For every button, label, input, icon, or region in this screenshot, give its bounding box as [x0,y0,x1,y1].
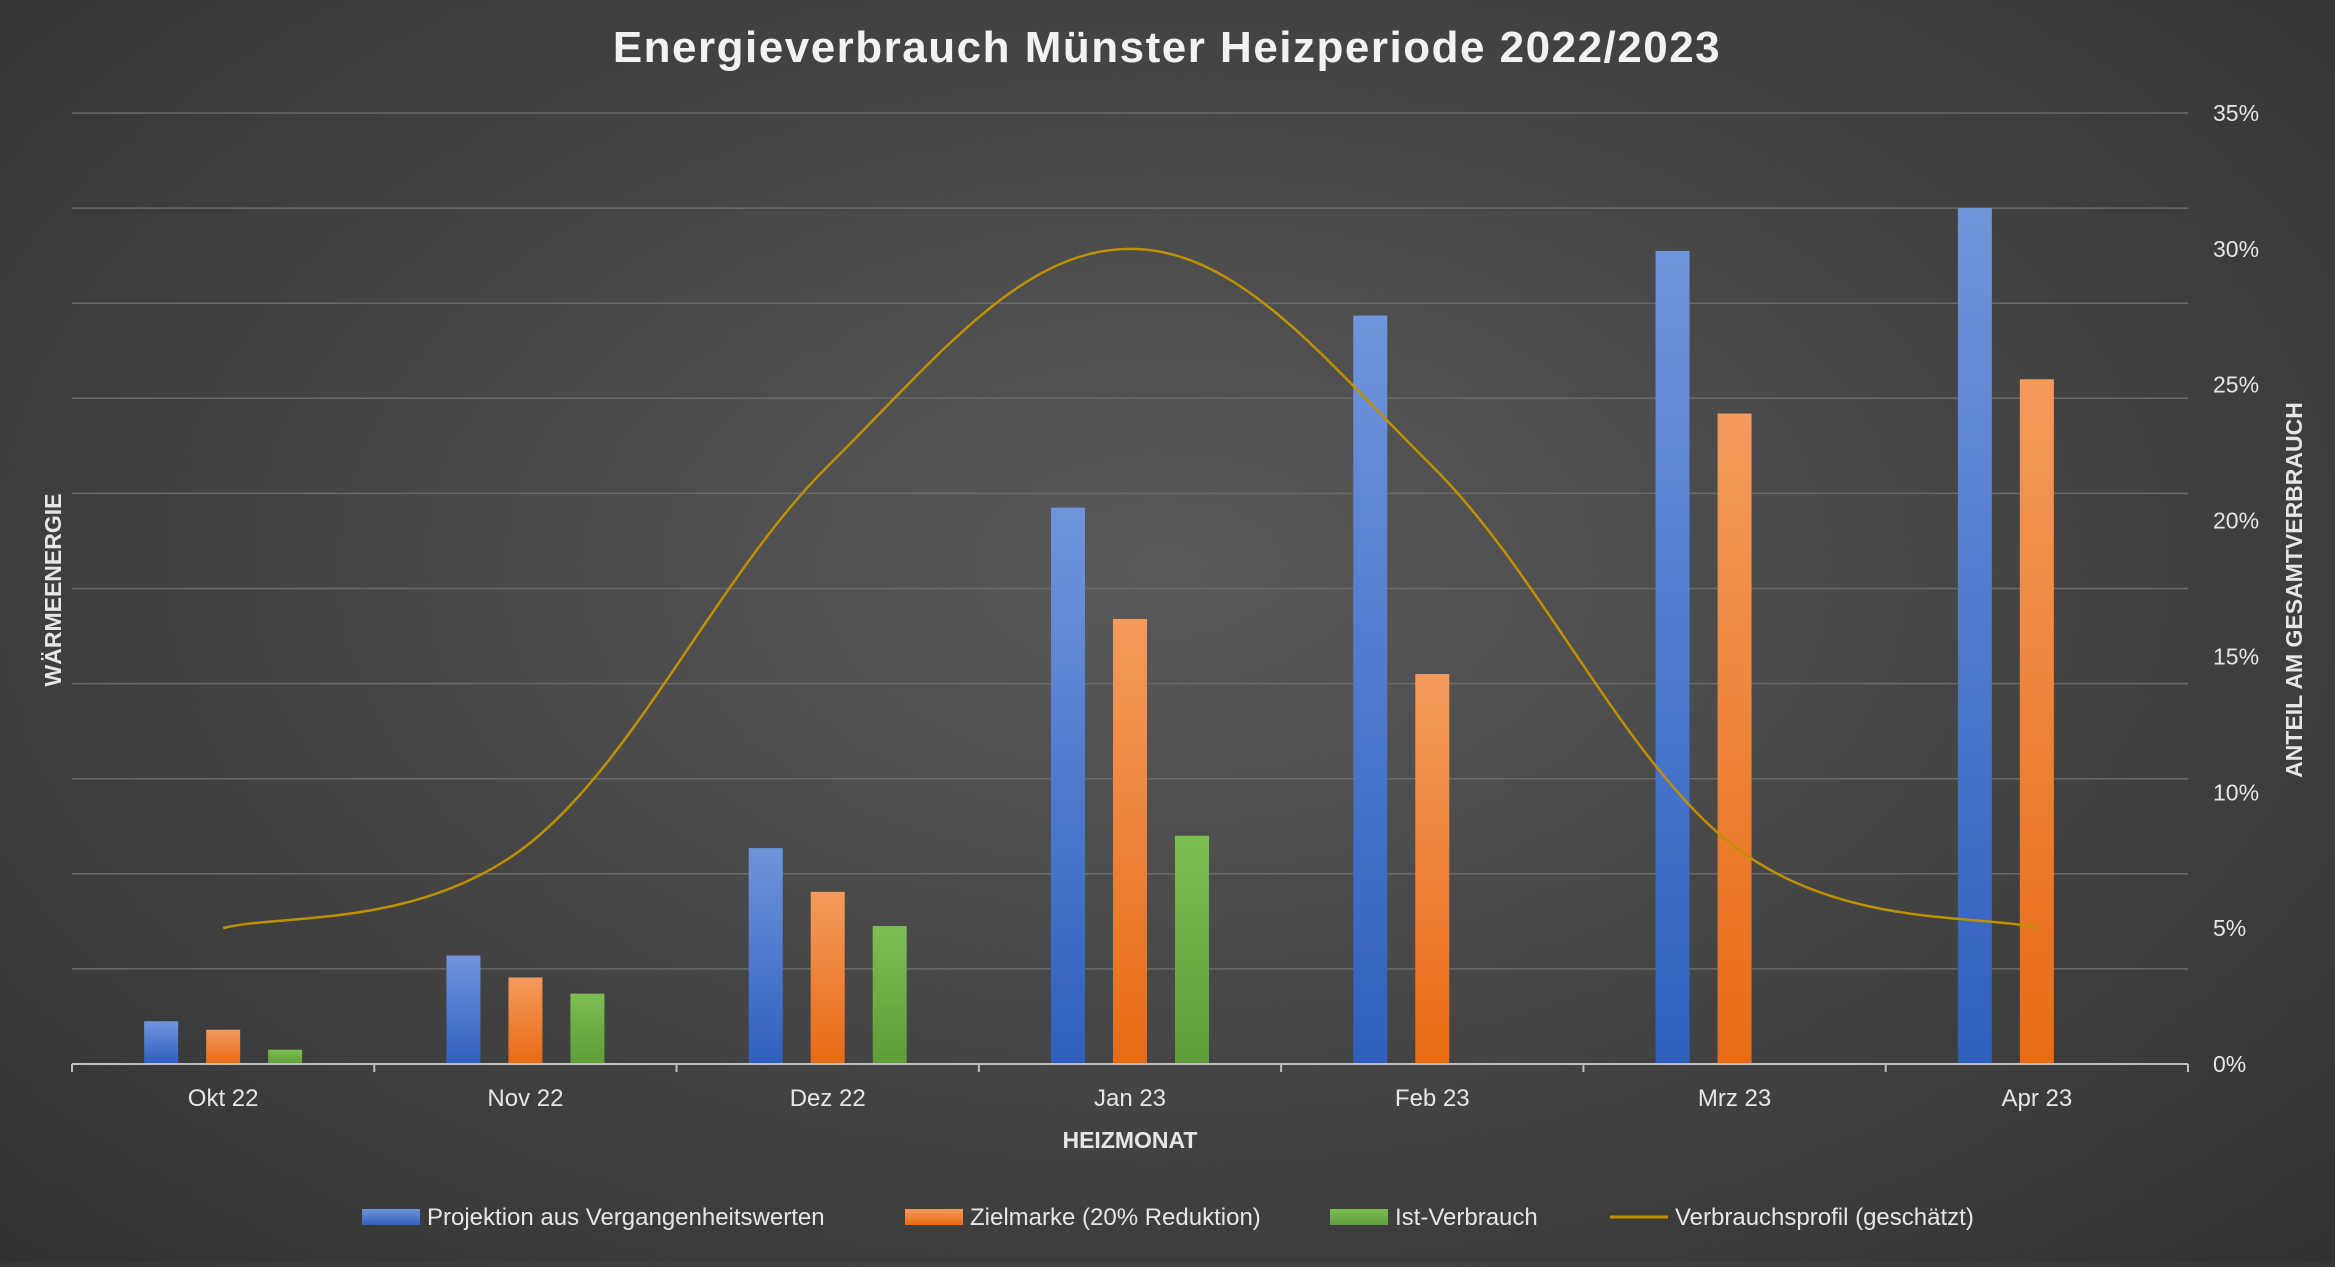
axes: 0% 5% 10% 15% 20% 25% 30% 35% Okt 22 Nov 22 Dez 22… [71,100,2259,1112]
bar-ist-verbrauch [268,1049,303,1064]
legend-label: Zielmarke (20% Reduktion) [970,1204,1261,1231]
y2-tick-label: 35% [2213,100,2259,126]
y2-tick-label: 10% [2213,779,2259,805]
bar-ist-verbrauch [872,926,907,1064]
bar-projektion [748,848,783,1064]
bar-zielmarke [1113,618,1147,1064]
legend-label: Verbrauchsprofil (geschätzt) [1675,1204,1974,1231]
x-tick-label: Mrz 23 [1698,1085,1771,1112]
y2-tick-label: 15% [2213,643,2259,669]
bar-projektion [446,955,481,1064]
chart-title: Energieverbrauch Münster Heizperiode 202… [613,23,1721,72]
legend-swatch [1330,1209,1388,1225]
y2-tick-label: 5% [2213,915,2246,941]
legend-label: Projektion aus Vergangenheitswerten [427,1204,825,1231]
legend-item-projektion: Projektion aus Vergangenheitswerten [362,1204,825,1231]
bar-zielmarke [1717,413,1752,1064]
bar-projektion [1957,208,1992,1065]
x-tick-label: Feb 23 [1395,1085,1470,1112]
y2-tick-label: 20% [2213,508,2259,534]
legend-item-ist-verbrauch: Ist-Verbrauch [1330,1204,1538,1231]
bar-projektion [1051,507,1085,1064]
x-tick-label: Apr 23 [2001,1085,2072,1112]
legend-item-zielmarke: Zielmarke (20% Reduktion) [905,1204,1261,1231]
legend-label: Ist-Verbrauch [1395,1204,1538,1231]
x-tick-label: Nov 22 [487,1085,563,1112]
x-axis-title: HEIZMONAT [1062,1127,1197,1153]
bar-ist-verbrauch [570,993,605,1064]
legend: Projektion aus Vergangenheitswerten Zielm… [362,1204,1974,1231]
y-axis-title: WÄRMEENERGIE [40,494,66,687]
bar-zielmarke [206,1029,241,1064]
bar-projektion [144,1021,179,1064]
x-tick-label: Jan 23 [1094,1085,1166,1112]
y2-tick-label: 30% [2213,236,2259,262]
secondary-axis-title: ANTEIL AM GESAMTVERBRAUCH [2281,402,2307,778]
gridlines [72,112,2188,970]
bar-zielmarke [508,977,543,1064]
legend-swatch [905,1209,963,1225]
x-tick-label: Okt 22 [188,1085,259,1112]
bar-zielmarke [810,891,845,1064]
bar-projektion [1655,250,1690,1064]
y2-tick-label: 25% [2213,372,2259,398]
x-tick-label: Dez 22 [790,1085,866,1112]
y2-tick-label: 0% [2213,1051,2246,1077]
bar-projektion [1353,315,1388,1064]
bars [144,208,2054,1065]
line-series [222,247,2038,930]
legend-swatch [362,1209,420,1225]
bar-zielmarke [2019,379,2054,1064]
legend-item-verbrauchsprofil: Verbrauchsprofil (geschätzt) [1610,1204,1974,1231]
bar-zielmarke [1415,674,1450,1064]
bar-ist-verbrauch [1175,835,1209,1064]
line-verbrauchsprofil [222,247,2038,930]
